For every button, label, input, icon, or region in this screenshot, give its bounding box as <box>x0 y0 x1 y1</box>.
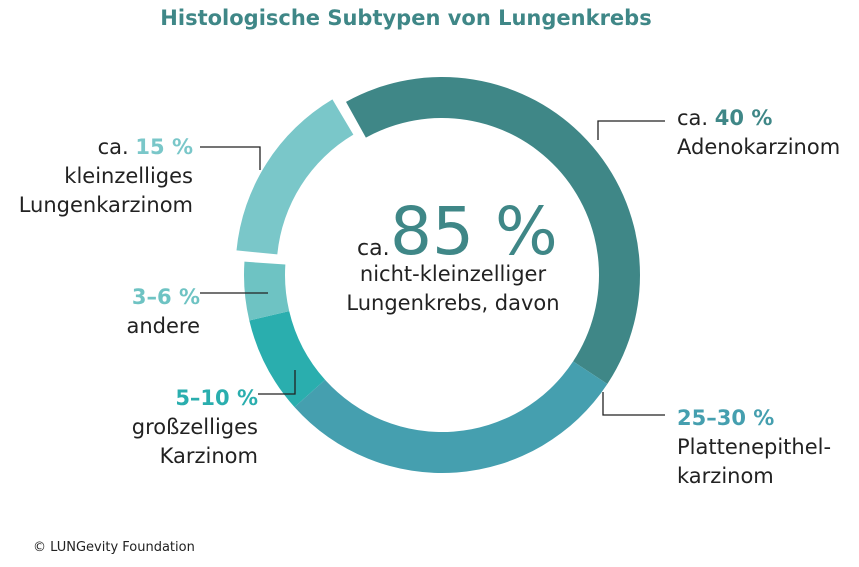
donut-segment <box>244 261 290 321</box>
value-line: ca. 15 % <box>19 133 193 162</box>
center-prefix: ca. <box>357 236 390 261</box>
center-text: Lungenkrebs, davon <box>346 291 560 315</box>
segment-label: 25–30 % Plattenepithel- karzinom <box>677 404 831 491</box>
donut-segment <box>294 361 608 474</box>
value-label: 3–6 % <box>131 285 200 309</box>
value-label: 25–30 % <box>677 406 775 430</box>
chart-title: Histologische Subtypen von Lungenkrebs <box>160 6 652 30</box>
leader-line <box>200 146 261 170</box>
value-line: ca. 40 % <box>677 104 840 133</box>
donut-segment <box>236 99 354 255</box>
value-label: 15 % <box>135 135 193 159</box>
category-label: kleinzelliges Lungenkarzinom <box>18 164 193 217</box>
value-line: 3–6 % <box>126 283 200 312</box>
segment-label: ca. 15 % kleinzelliges Lungenkarzinom <box>19 133 193 220</box>
value-line: 25–30 % <box>677 404 831 433</box>
center-text: nicht-kleinzelliger <box>359 262 547 286</box>
approx-prefix: ca. <box>677 106 709 130</box>
segment-label: 3–6 % andere <box>126 283 200 341</box>
value-label: 5–10 % <box>175 386 258 410</box>
center-value: 85 % <box>390 193 558 270</box>
category-label: Adenokarzinom <box>677 135 841 159</box>
donut-segment <box>249 311 326 408</box>
value-label: 40 % <box>714 106 773 130</box>
category-label: andere <box>126 314 200 338</box>
approx-prefix: ca. <box>97 135 129 159</box>
segment-label: ca. 40 % Adenokarzinom <box>677 104 840 162</box>
category-label: großzelliges Karzinom <box>131 415 258 468</box>
donut-segment <box>346 76 641 384</box>
leader-line <box>258 370 296 395</box>
category-label: Plattenepithel- karzinom <box>677 435 832 488</box>
value-line: 5–10 % <box>132 384 258 413</box>
segment-label: 5–10 % großzelliges Karzinom <box>132 384 258 471</box>
source: © LUNGevity Foundation <box>33 540 195 555</box>
leader-line <box>597 120 665 140</box>
leader-line <box>602 392 665 416</box>
